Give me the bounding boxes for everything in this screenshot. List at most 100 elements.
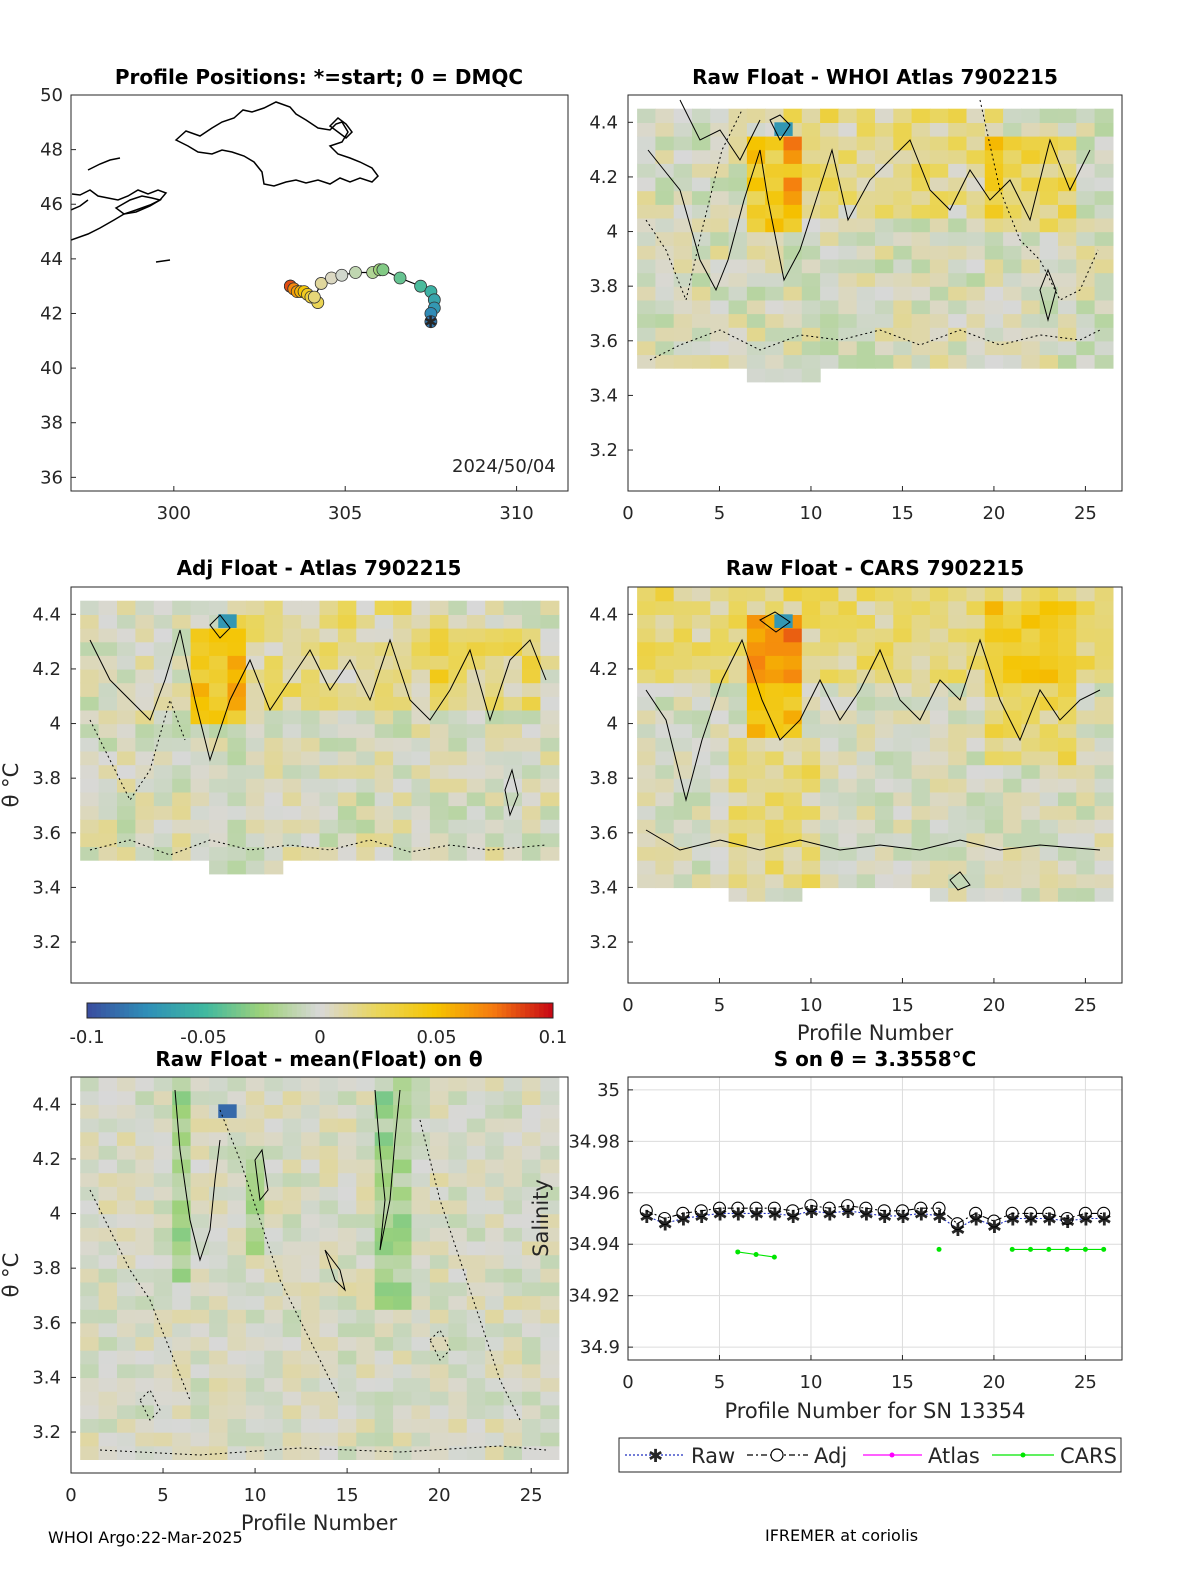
adj-point xyxy=(786,1204,800,1218)
heatmap-cell xyxy=(337,764,357,779)
heatmap-cell xyxy=(911,217,931,233)
heatmap-cell xyxy=(783,832,803,848)
heatmap-cell xyxy=(728,819,748,834)
heatmap-cell xyxy=(264,764,284,779)
heatmap-cell xyxy=(522,764,541,779)
heatmap-cell xyxy=(485,1240,505,1256)
heatmap-cell xyxy=(227,737,247,752)
panel-adj-atlas-y-ticks: 3.23.43.63.844.24.4 xyxy=(32,604,76,953)
heatmap-cell xyxy=(466,1404,486,1419)
heatmap-cell xyxy=(153,1145,173,1160)
heatmap-cell xyxy=(393,1404,413,1419)
x-tick-label: 5 xyxy=(714,1372,725,1393)
heatmap-cell xyxy=(911,313,931,328)
heatmap-cell xyxy=(245,723,265,738)
heatmap-cell xyxy=(172,614,192,629)
heatmap-cell xyxy=(80,1309,100,1324)
adj-point xyxy=(895,1204,909,1218)
heatmap-cell xyxy=(673,587,693,602)
heatmap-cell xyxy=(1094,149,1114,164)
y-tick-label: 4 xyxy=(50,714,61,735)
heatmap-cell xyxy=(337,1322,357,1338)
heatmap-cell xyxy=(429,1377,449,1392)
heatmap-cell xyxy=(911,791,931,807)
panel-raw-mean-x-ticks: 0 5 10 15 20 25 xyxy=(65,1468,543,1506)
heatmap-cell xyxy=(98,600,118,615)
heatmap-cell xyxy=(710,805,730,820)
heatmap-cell xyxy=(319,1336,339,1351)
heatmap-cell xyxy=(948,258,968,274)
heatmap-cell xyxy=(80,1227,100,1242)
heatmap-cell xyxy=(673,340,693,356)
heatmap-cell xyxy=(429,1350,449,1365)
heatmap-cell xyxy=(301,709,321,725)
heatmap-cell xyxy=(374,709,394,725)
heatmap-cell xyxy=(540,1240,560,1256)
heatmap-cell xyxy=(929,204,949,219)
heatmap-cell xyxy=(522,723,541,738)
heatmap-cell xyxy=(209,1350,229,1365)
heatmap-cell xyxy=(838,286,858,301)
heatmap-cell xyxy=(466,1145,486,1160)
heatmap-cell xyxy=(485,1363,505,1379)
heatmap-cell xyxy=(820,737,839,752)
heatmap-cell xyxy=(393,655,413,670)
heatmap-cell xyxy=(540,1322,560,1338)
heatmap-cell xyxy=(948,805,968,820)
heatmap-cell xyxy=(838,299,858,315)
heatmap-cell xyxy=(448,846,468,861)
heatmap-cell xyxy=(637,327,656,342)
heatmap-cell xyxy=(429,1118,449,1133)
heatmap-cell xyxy=(209,1377,229,1392)
heatmap-cell xyxy=(282,791,302,807)
heatmap-cell xyxy=(117,1118,136,1133)
heatmap-cell xyxy=(710,614,730,629)
heatmap-cell xyxy=(948,682,968,697)
heatmap-cell xyxy=(466,805,486,820)
heatmap-cell xyxy=(485,1268,505,1283)
heatmap-cell xyxy=(1003,163,1022,178)
heatmap-cell xyxy=(282,1158,302,1174)
heatmap-cell xyxy=(856,805,876,820)
colorbar-segment xyxy=(441,1003,447,1018)
heatmap-cell xyxy=(264,614,284,629)
heatmap-cell xyxy=(984,709,1004,725)
heatmap-cell xyxy=(540,1254,560,1269)
heatmap-cell xyxy=(1076,696,1096,711)
heatmap-cell xyxy=(893,873,913,889)
heatmap-cell xyxy=(820,122,839,137)
heatmap-cell xyxy=(655,600,675,615)
heatmap-cell xyxy=(1094,587,1114,602)
heatmap-cell xyxy=(1003,245,1022,260)
heatmap-cell xyxy=(319,750,339,766)
heatmap-cell xyxy=(1039,860,1059,875)
heatmap-cell xyxy=(820,587,839,602)
heatmap-cell xyxy=(245,1104,265,1119)
heatmap-cell xyxy=(728,614,748,629)
heatmap-cell xyxy=(673,108,693,123)
heatmap-cell xyxy=(319,628,339,643)
heatmap-cell xyxy=(765,600,785,615)
heatmap-cell xyxy=(466,1240,486,1256)
heatmap-cell xyxy=(1076,286,1096,301)
heatmap-cell xyxy=(485,764,505,779)
heatmap-cell xyxy=(948,272,968,287)
heatmap-cell xyxy=(190,1145,210,1160)
heatmap-cell xyxy=(1094,641,1114,656)
heatmap-cell xyxy=(374,1404,394,1419)
colorbar-segment xyxy=(212,1003,218,1018)
heatmap-cell xyxy=(801,272,821,287)
heatmap-cell xyxy=(655,108,675,123)
heatmap-cell xyxy=(337,696,357,711)
heatmap-cell xyxy=(319,1240,339,1256)
heatmap-cell xyxy=(190,1158,210,1174)
heatmap-cell xyxy=(655,860,675,875)
heatmap-cell xyxy=(856,819,876,834)
heatmap-cell xyxy=(801,778,821,793)
heatmap-cell xyxy=(282,1145,302,1160)
colorbar-segment xyxy=(548,1003,554,1018)
heatmap-cell xyxy=(301,1104,321,1119)
colorbar-segment xyxy=(292,1003,298,1018)
heatmap-cell xyxy=(728,136,748,151)
heatmap-cell xyxy=(135,1172,155,1187)
